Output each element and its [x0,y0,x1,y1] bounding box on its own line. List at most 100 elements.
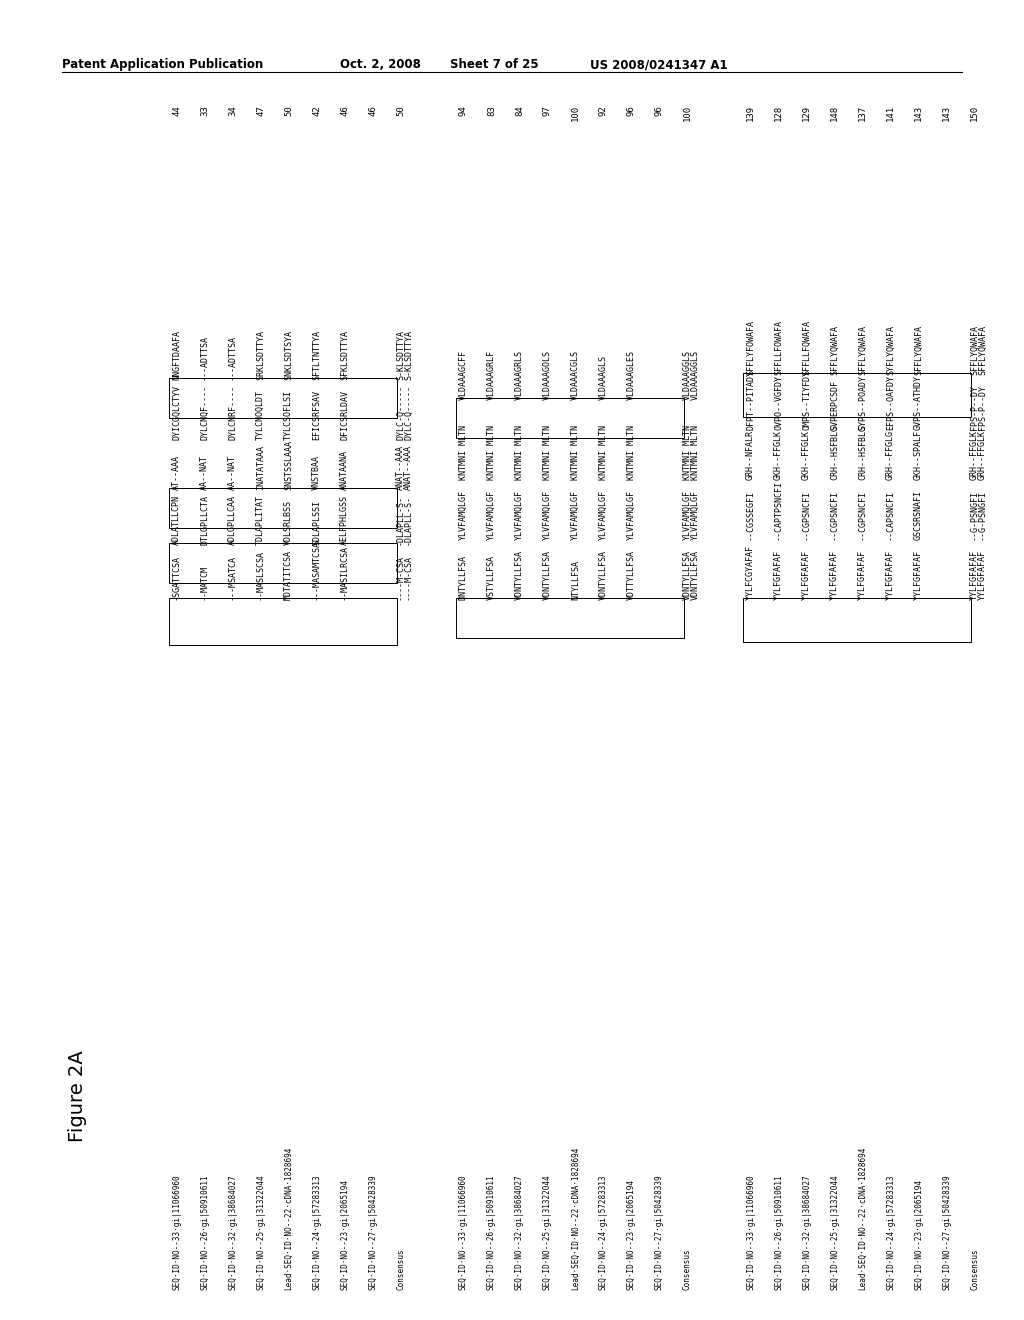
Text: VLDAAAGGLS: VLDAAAGGLS [691,350,700,400]
Text: 50: 50 [396,106,406,116]
Text: SEQ·ID·NO--24·gi|57283313: SEQ·ID·NO--24·gi|57283313 [886,1175,895,1290]
Text: 137: 137 [858,106,867,121]
Text: VDNTYLLFSA: VDNTYLLFSA [683,550,692,601]
Text: KNTMNI MLTN: KNTMNI MLTN [515,425,524,480]
Text: GSCSRSNAFI: GSCSRSNAFI [914,490,923,540]
Text: S-KLSDTTYA: S-KLSDTTYA [396,330,406,380]
Text: KNTMNI MLTN: KNTMNI MLTN [627,425,636,480]
Text: DTLGPLLCTA: DTLGPLLCTA [200,495,209,545]
Text: ----M-CSA: ----M-CSA [396,554,406,601]
Text: YYLFGFAFAF: YYLFGFAFAF [886,550,895,601]
Text: 139: 139 [746,106,755,121]
Text: 50: 50 [284,106,293,116]
Text: SEQ·ID·NO--26·gi|50910611: SEQ·ID·NO--26·gi|50910611 [774,1175,783,1290]
Text: SEQ·ID·NO--23·gi|2065194: SEQ·ID·NO--23·gi|2065194 [914,1179,923,1290]
Text: DYLC-Q-----: DYLC-Q----- [404,385,413,440]
Text: 94: 94 [459,106,468,116]
Text: DFICSRLDAV: DFICSRLDAV [340,389,349,440]
Text: VDNTYLLFSA: VDNTYLLFSA [599,550,608,601]
Text: ANAT--AAA: ANAT--AAA [396,445,406,490]
Text: SVPERPCSDF: SVPERPCSDF [830,380,839,430]
Text: YLVFAMQLGF: YLVFAMQLGF [691,490,700,540]
Text: CRH--HSFBLG: CRH--HSFBLG [858,425,867,480]
Text: SNKLSDTSYA: SNKLSDTSYA [284,330,293,380]
Text: SEQ·ID·NO--33·gi|11066960: SEQ·ID·NO--33·gi|11066960 [172,1175,181,1290]
Text: YYLFGFAFAF: YYLFGFAFAF [830,550,839,601]
Text: NNGFTDAAFA: NNGFTDAAFA [172,330,181,380]
Text: YLVFAMQLGF: YLVFAMQLGF [459,490,468,540]
Text: YLVFAMQLGF: YLVFAMQLGF [515,490,524,540]
Text: SEQ·ID·NO--32·gi|38684027: SEQ·ID·NO--32·gi|38684027 [802,1175,811,1290]
Text: Oct. 2, 2008: Oct. 2, 2008 [340,58,421,71]
Text: 141: 141 [886,106,895,121]
Text: VLDAAAGLS: VLDAAAGLS [599,355,608,400]
Text: US 2008/0241347 A1: US 2008/0241347 A1 [590,58,728,71]
Text: DFPT--PITADY: DFPT--PITADY [746,370,755,430]
Text: --G-PSNGFI: --G-PSNGFI [970,490,979,540]
Text: MDTATITCSA: MDTATITCSA [284,550,293,601]
Text: SEQ·ID·NO--27·gi|50428339: SEQ·ID·NO--27·gi|50428339 [942,1175,951,1290]
Text: INATATAAA: INATATAAA [256,445,265,490]
Text: SRKLSDTTYA: SRKLSDTTYA [256,330,265,380]
Text: -SGATTCSA: -SGATTCSA [172,554,181,601]
Text: VDNTYLLFSA: VDNTYLLFSA [691,550,700,601]
Text: SEQ·ID·NO--33·gi|11066960: SEQ·ID·NO--33·gi|11066960 [459,1175,468,1290]
Bar [743,598,971,642]
Text: ---ADTTSA: ---ADTTSA [228,335,237,380]
Text: --MASILRCSA: --MASILRCSA [340,545,349,601]
Text: GRH--FFGLK: GRH--FFGLK [970,430,979,480]
Text: SFFLLFOWAFA: SFFLLFOWAFA [774,319,783,375]
Text: KNTMNI MLTN: KNTMNI MLTN [691,425,700,480]
Text: OMPS--TIYFDY: OMPS--TIYFDY [802,370,811,430]
Text: GRH--FFGLK: GRH--FFGLK [978,430,987,480]
Bar [456,598,684,638]
Text: YYLFGFAFAF: YYLFGFAFAF [914,550,923,601]
Bar [456,399,684,438]
Text: FPS-P--DY: FPS-P--DY [978,385,987,430]
Text: 100: 100 [683,106,692,121]
Text: DYLC-Q-----: DYLC-Q----- [396,385,406,440]
Text: 97: 97 [543,106,552,116]
Text: 34: 34 [228,106,237,116]
Text: VDNTYLLFSA: VDNTYLLFSA [515,550,524,601]
Text: ----M-CSA: ----M-CSA [404,554,413,601]
Text: YYLFGFAFAF: YYLFGFAFAF [774,550,783,601]
Text: 46: 46 [368,106,377,116]
Text: SEQ·ID·NO--24·gi|57283313: SEQ·ID·NO--24·gi|57283313 [599,1175,608,1290]
Text: ADLGPLLCAA: ADLGPLLCAA [228,495,237,545]
Text: --CGPSNCFI: --CGPSNCFI [858,490,867,540]
Text: YYLFGFAFAF: YYLFGFAFAF [978,550,987,601]
Text: SNSTSSLAAA: SNSTSSLAAA [284,440,293,490]
Text: 92: 92 [599,106,608,116]
Text: --CGPSNCFI: --CGPSNCFI [830,490,839,540]
Text: --CAPTPSNCFI: --CAPTPSNCFI [774,480,783,540]
Text: KNTMNI MLTN: KNTMNI MLTN [487,425,496,480]
Text: YYLFGFAFAF: YYLFGFAFAF [858,550,867,601]
Text: SFFLYQWAFA: SFFLYQWAFA [970,325,979,375]
Text: --MATCM: --MATCM [200,565,209,601]
Text: VLDAAAGLES: VLDAAAGLES [627,350,636,400]
Text: SYFLYQWAFA: SYFLYQWAFA [886,325,895,375]
Text: VSTYLLFSA: VSTYLLFSA [487,554,496,601]
Text: SEQ·ID·NO--26·gi|50910611: SEQ·ID·NO--26·gi|50910611 [200,1175,209,1290]
Text: VLDAAAGRLF: VLDAAAGRLF [487,350,496,400]
Text: 143: 143 [942,106,951,121]
Text: TYLCNOQLDT: TYLCNOQLDT [256,389,265,440]
Text: VDTTYLLFSA: VDTTYLLFSA [627,550,636,601]
Text: SFFLYFOWAFA: SFFLYFOWAFA [746,319,755,375]
Text: GKH--SPALF: GKH--SPALF [914,430,923,480]
Text: VDNTYLLFSA: VDNTYLLFSA [543,550,552,601]
Text: Lead·SEQ·ID·NO--22·cDNA·1828694: Lead·SEQ·ID·NO--22·cDNA·1828694 [571,1147,580,1290]
Text: SFFLYQWAFA: SFFLYQWAFA [914,325,923,375]
Text: 84: 84 [515,106,524,116]
Text: SEQ·ID·NO--25·gi|31322044: SEQ·ID·NO--25·gi|31322044 [830,1175,839,1290]
Text: --CGSSEGFI: --CGSSEGFI [746,490,755,540]
Text: EFICSRFSAV: EFICSRFSAV [312,389,321,440]
Text: 96: 96 [627,106,636,116]
Text: SEQ·ID·NO--32·gi|38684027: SEQ·ID·NO--32·gi|38684027 [515,1175,524,1290]
Text: Lead·SEQ·ID·NO--22·cDNA·1828694: Lead·SEQ·ID·NO--22·cDNA·1828694 [858,1147,867,1290]
Text: DYLCNRF----: DYLCNRF---- [228,385,237,440]
Text: DYLCNQF----: DYLCNQF---- [200,385,209,440]
Text: SFFLYQWAFA: SFFLYQWAFA [858,325,867,375]
Text: Patent Application Publication: Patent Application Publication [62,58,263,71]
